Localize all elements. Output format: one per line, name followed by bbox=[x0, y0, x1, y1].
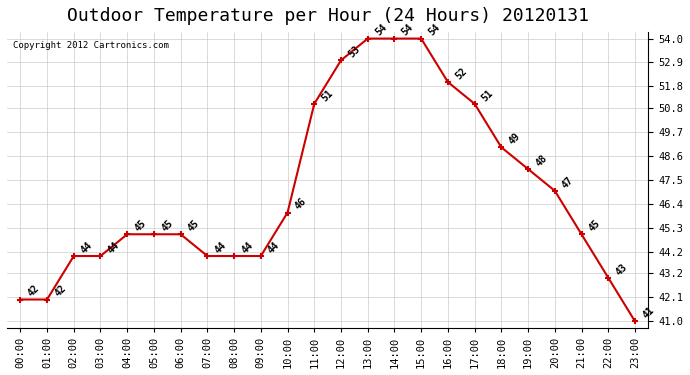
Text: 44: 44 bbox=[106, 240, 121, 255]
Text: 45: 45 bbox=[159, 218, 175, 234]
Text: 41: 41 bbox=[640, 305, 656, 321]
Text: 43: 43 bbox=[614, 262, 629, 277]
Text: 44: 44 bbox=[239, 240, 255, 255]
Text: 51: 51 bbox=[480, 88, 495, 103]
Text: 52: 52 bbox=[453, 66, 469, 81]
Text: 42: 42 bbox=[52, 284, 68, 299]
Title: Outdoor Temperature per Hour (24 Hours) 20120131: Outdoor Temperature per Hour (24 Hours) … bbox=[67, 7, 589, 25]
Text: 44: 44 bbox=[79, 240, 95, 255]
Text: 42: 42 bbox=[26, 284, 41, 299]
Text: 45: 45 bbox=[587, 218, 602, 234]
Text: Copyright 2012 Cartronics.com: Copyright 2012 Cartronics.com bbox=[13, 41, 169, 50]
Text: 45: 45 bbox=[132, 218, 148, 234]
Text: 51: 51 bbox=[320, 88, 335, 103]
Text: 46: 46 bbox=[293, 196, 308, 212]
Text: 54: 54 bbox=[426, 22, 442, 38]
Text: 54: 54 bbox=[373, 22, 388, 38]
Text: 44: 44 bbox=[213, 240, 228, 255]
Text: 49: 49 bbox=[507, 131, 522, 147]
Text: 47: 47 bbox=[560, 175, 575, 190]
Text: 48: 48 bbox=[533, 153, 549, 168]
Text: 53: 53 bbox=[346, 44, 362, 60]
Text: 45: 45 bbox=[186, 218, 201, 234]
Text: 54: 54 bbox=[400, 22, 415, 38]
Text: 44: 44 bbox=[266, 240, 282, 255]
